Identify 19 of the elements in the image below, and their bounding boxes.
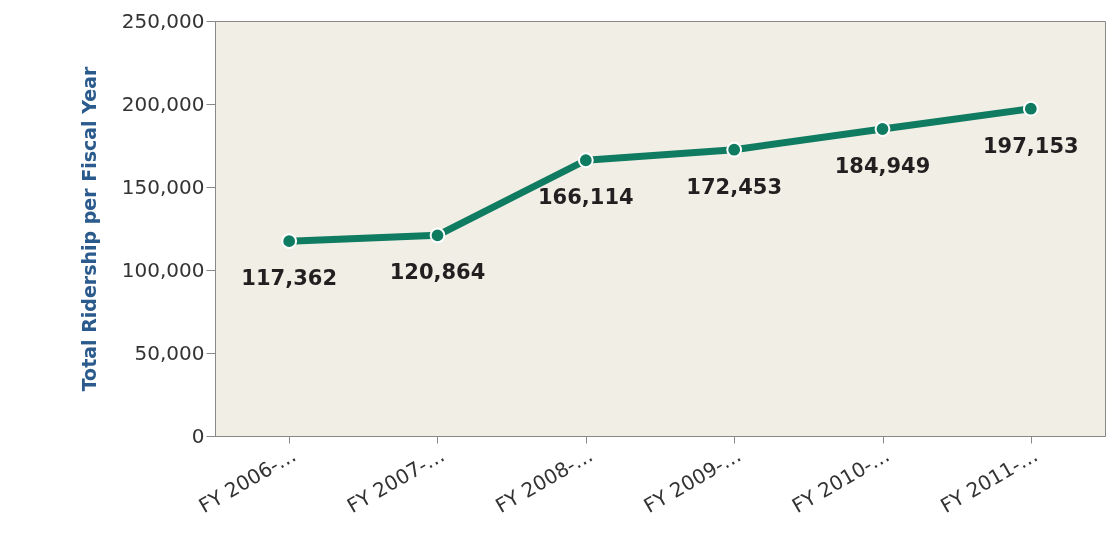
- data-label: 166,114: [538, 185, 634, 210]
- point: [429, 227, 446, 244]
- data-label: 172,453: [686, 174, 782, 199]
- y-axis-title: Total Ridership per Fiscal Year: [77, 66, 100, 392]
- y-tick-label: 150,000: [121, 174, 205, 199]
- data-label: 117,362: [241, 266, 337, 291]
- y-tick-label: 200,000: [121, 91, 205, 116]
- y-tick-label: 250,000: [121, 8, 205, 33]
- point: [726, 141, 743, 158]
- point: [874, 121, 891, 137]
- y-tick-label: 50,000: [134, 340, 205, 365]
- point: [1022, 100, 1039, 117]
- data-label: 197,153: [983, 133, 1079, 158]
- point: [577, 152, 594, 169]
- y-tick-label: 100,000: [121, 257, 205, 282]
- data-label: 184,949: [834, 153, 931, 178]
- data-label: 120,864: [389, 260, 486, 285]
- point: [281, 233, 298, 250]
- y-tick-label: 0: [191, 423, 205, 448]
